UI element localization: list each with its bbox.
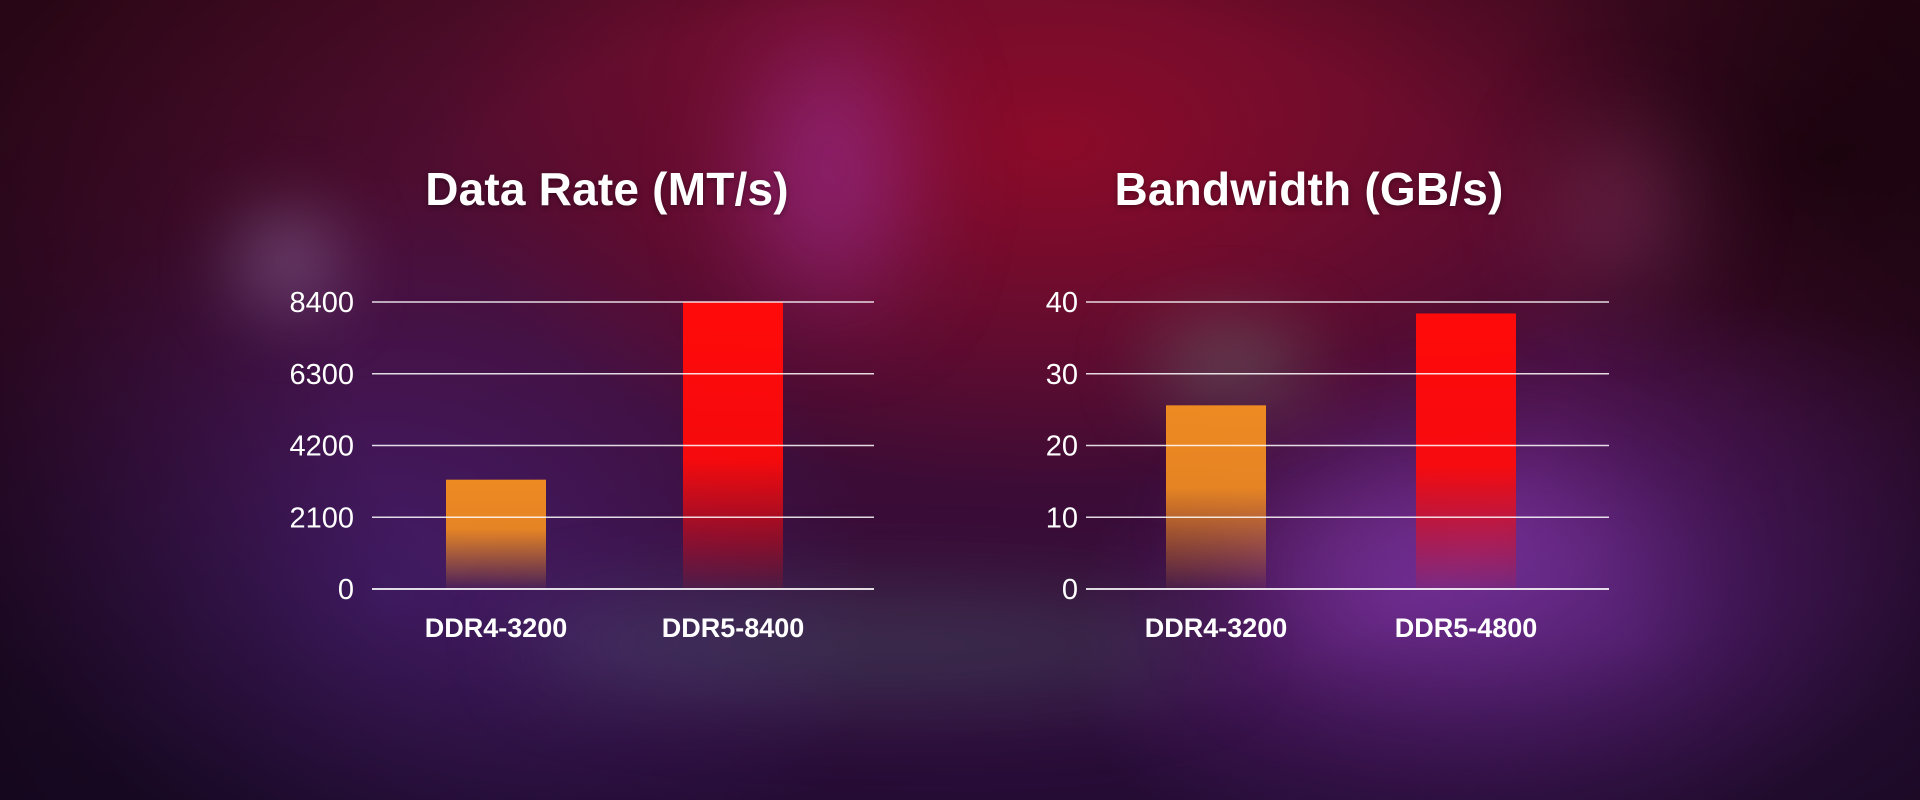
chart-1: 0 2100 4200 6300 8400 DDR4-3200 DDR5-8400 [289,287,874,643]
bar-ddr5-4800 [1416,313,1516,589]
x-category-label: DDR5-8400 [662,613,805,643]
y-tick-label: 4200 [289,431,354,463]
chart-title-bandwidth: Bandwidth (GB/s) [1114,163,1504,215]
y-tick-label: 0 [338,574,354,606]
bar-ddr4-3200 [446,479,546,589]
y-tick-label: 30 [1046,359,1078,391]
y-tick-label: 0 [1062,574,1078,606]
y-tick-label: 2100 [289,502,354,534]
y-tick-label: 6300 [289,359,354,391]
y-tick-label: 20 [1046,431,1078,463]
x-category-label: DDR5-4800 [1395,613,1538,643]
chart-title-data-rate: Data Rate (MT/s) [425,163,789,215]
bar-ddr4-3200 [1166,405,1266,589]
x-category-label: DDR4-3200 [425,613,568,643]
y-tick-label: 40 [1046,287,1078,319]
x-category-label: DDR4-3200 [1145,613,1288,643]
chart-2: 0 10 20 30 40 DDR4-3200 DDR5-4800 [1046,287,1609,643]
y-tick-label: 8400 [289,287,354,319]
y-tick-label: 10 [1046,502,1078,534]
